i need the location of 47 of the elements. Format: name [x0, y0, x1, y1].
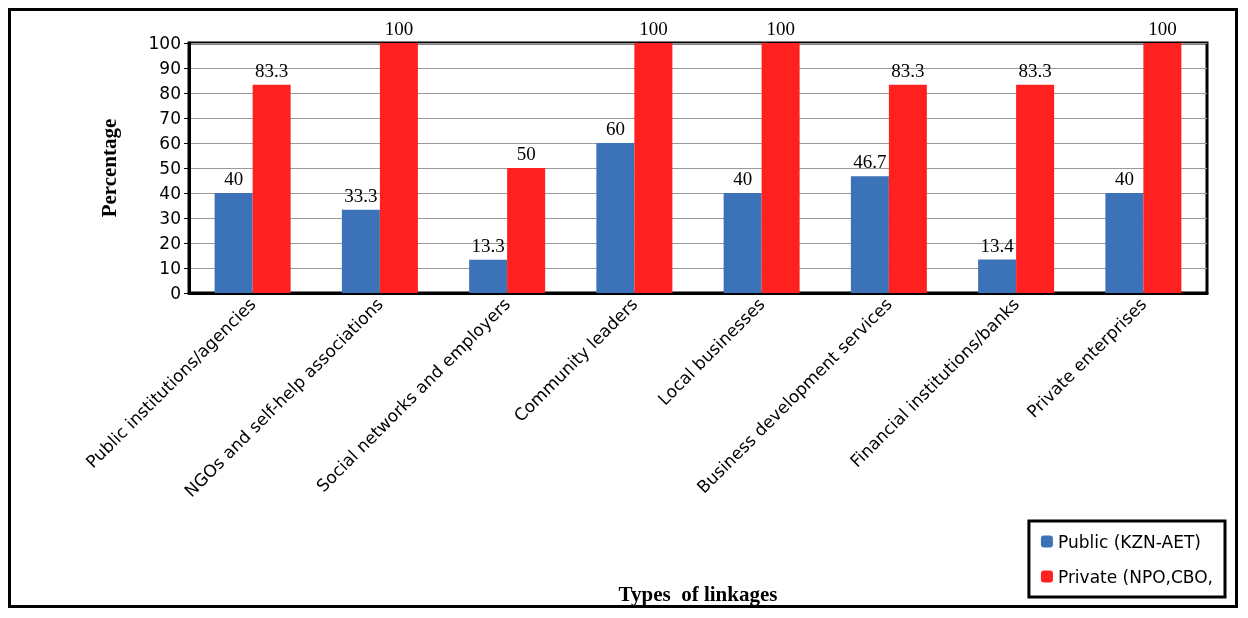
y-tick-label: 100 — [148, 33, 181, 53]
y-tick-label: 30 — [159, 208, 181, 228]
y-tick-label: 40 — [159, 183, 181, 203]
y-tick-label: 70 — [159, 108, 181, 128]
data-label: 60 — [605, 118, 625, 139]
data-label: 100 — [639, 18, 668, 39]
data-label: 46.7 — [853, 151, 887, 173]
y-tick-label: 20 — [159, 233, 181, 253]
bar — [379, 43, 418, 293]
bar — [1143, 43, 1182, 293]
legend-label: Public (KZN-AET) — [1057, 531, 1201, 552]
y-axis-title: Percentage — [96, 118, 121, 218]
bar — [850, 176, 889, 293]
data-label: 83.3 — [1018, 59, 1052, 81]
bar — [888, 84, 927, 293]
bar — [634, 43, 673, 293]
bar — [214, 193, 253, 293]
y-tick-label: 50 — [159, 158, 181, 178]
bar — [341, 209, 380, 293]
data-label: 100 — [384, 18, 414, 39]
legend-label: Private (NPO,CBO, — [1057, 566, 1213, 587]
bar — [1016, 84, 1055, 293]
bar — [596, 143, 635, 293]
data-label: 13.4 — [980, 234, 1015, 256]
x-axis-title: Types of linkages — [618, 581, 778, 606]
data-label: 13.3 — [471, 234, 505, 256]
bar — [1105, 193, 1144, 293]
y-tick-label: 80 — [159, 83, 181, 103]
data-label: 40 — [1114, 168, 1134, 189]
data-label: 100 — [1148, 18, 1177, 39]
bar — [723, 193, 762, 293]
y-tick-label: 10 — [159, 258, 181, 278]
bar — [761, 43, 800, 293]
data-label: 40 — [224, 168, 244, 189]
data-label: 100 — [766, 18, 795, 39]
bar — [252, 84, 291, 293]
data-label: 50 — [516, 143, 536, 164]
y-tick-label: 0 — [170, 283, 181, 303]
bar — [469, 259, 508, 293]
bar — [978, 259, 1017, 293]
y-tick-label: 90 — [159, 58, 181, 78]
data-label: 83.3 — [255, 59, 289, 81]
y-tick-label: 60 — [159, 133, 181, 153]
bar — [507, 168, 546, 293]
data-label: 40 — [733, 168, 753, 189]
data-label: 33.3 — [344, 184, 378, 206]
data-label: 83.3 — [891, 59, 925, 81]
